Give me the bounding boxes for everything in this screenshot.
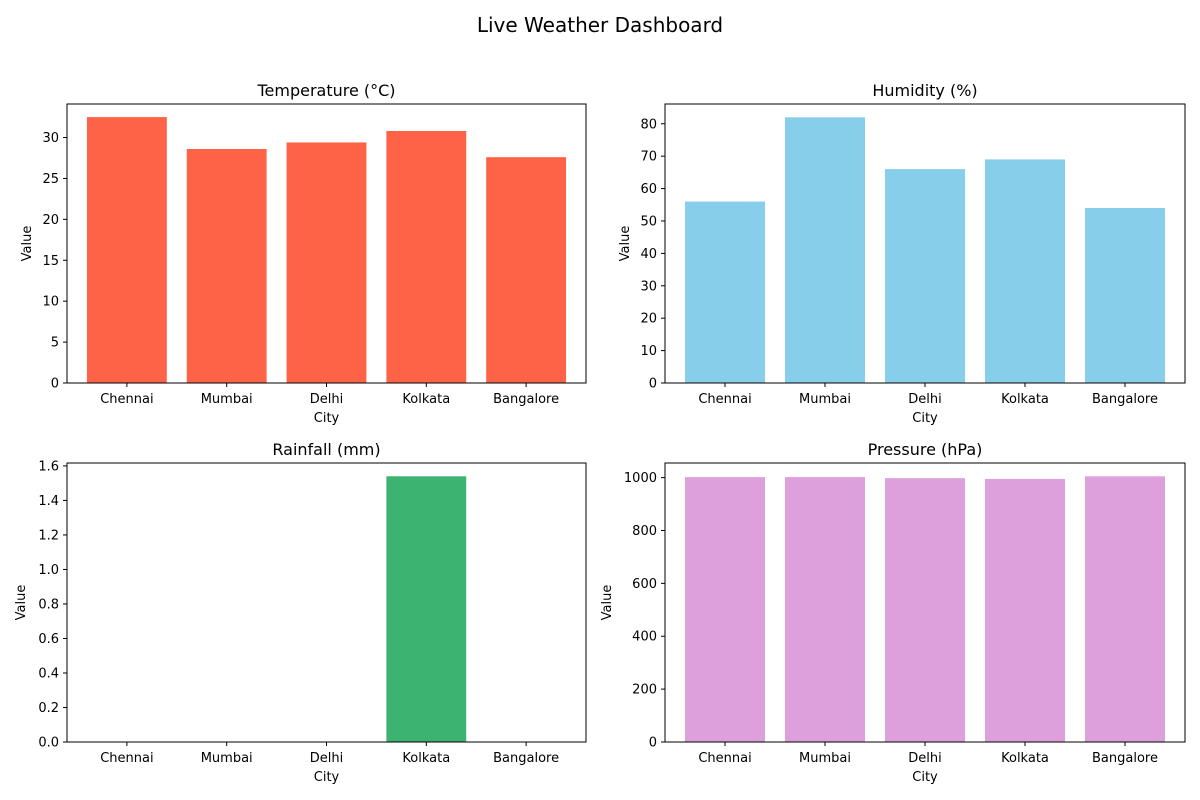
temperature-xtick-label: Mumbai <box>201 392 253 407</box>
temperature-ytick-label: 15 <box>42 254 59 269</box>
rainfall-ytick-label: 0.0 <box>38 736 59 751</box>
temperature-ytick-label: 25 <box>42 172 59 187</box>
pressure-ytick-label: 800 <box>632 524 657 539</box>
humidity-xtick-label: Mumbai <box>799 392 851 407</box>
temperature-ytick-label: 20 <box>42 213 59 228</box>
dashboard-title: Live Weather Dashboard <box>477 13 723 37</box>
rainfall-chart-title: Rainfall (mm) <box>272 440 380 459</box>
pressure-bar-mumbai <box>785 477 865 742</box>
pressure-ylabel: Value <box>600 585 615 621</box>
temperature-xtick-label: Chennai <box>100 392 153 407</box>
humidity-chart-title: Humidity (%) <box>872 81 977 100</box>
rainfall-ytick-label: 0.6 <box>38 632 59 647</box>
temperature-bar-kolkata <box>386 131 467 383</box>
temperature-ylabel: Value <box>20 226 35 262</box>
pressure-bar-bangalore <box>1085 476 1165 742</box>
humidity-bar-mumbai <box>785 117 865 383</box>
temperature-xtick-label: Bangalore <box>493 392 559 407</box>
temperature-xtick-label: Delhi <box>310 392 343 407</box>
pressure-ytick-label: 0 <box>649 736 657 751</box>
humidity-ytick-label: 60 <box>640 182 657 197</box>
temperature-bar-delhi <box>286 142 367 383</box>
temperature-xtick-label: Kolkata <box>402 392 450 407</box>
pressure-xtick-label: Bangalore <box>1092 751 1158 766</box>
pressure-xtick-label: Chennai <box>698 751 751 766</box>
rainfall-ytick-label: 0.2 <box>38 701 59 716</box>
humidity-ytick-label: 10 <box>640 344 657 359</box>
rainfall-xtick-label: Delhi <box>310 751 343 766</box>
humidity-ytick-label: 50 <box>640 214 657 229</box>
pressure-bar-delhi <box>885 478 965 742</box>
humidity-bar-bangalore <box>1085 208 1165 383</box>
rainfall-xtick-label: Bangalore <box>493 751 559 766</box>
rainfall-ytick-label: 1.4 <box>38 494 59 509</box>
temperature-xlabel: City <box>314 411 340 426</box>
pressure-xtick-label: Mumbai <box>799 751 851 766</box>
rainfall-xtick-label: Chennai <box>100 751 153 766</box>
temperature-chart-title: Temperature (°C) <box>256 81 395 100</box>
humidity-bar-kolkata <box>985 159 1065 383</box>
rainfall-xtick-label: Kolkata <box>402 751 450 766</box>
humidity-bar-chennai <box>685 201 765 383</box>
rainfall-xtick-label: Mumbai <box>201 751 253 766</box>
pressure-bar-chennai <box>685 477 765 742</box>
humidity-ylabel: Value <box>618 226 633 262</box>
temperature-ytick-label: 30 <box>42 131 59 146</box>
rainfall-ytick-label: 1.2 <box>38 528 59 543</box>
humidity-ytick-label: 40 <box>640 247 657 262</box>
pressure-ytick-label: 200 <box>632 683 657 698</box>
humidity-chart: Chennai Mumbai Delhi Kolkata Bangalore 0 10 20 3… <box>618 81 1186 426</box>
temperature-bar-bangalore <box>486 157 567 383</box>
humidity-xtick-label: Bangalore <box>1092 392 1158 407</box>
humidity-ytick-label: 0 <box>649 377 657 392</box>
temperature-ytick-label: 10 <box>42 295 59 310</box>
temperature-bar-mumbai <box>186 149 267 383</box>
humidity-xlabel: City <box>912 411 938 426</box>
pressure-xtick-label: Delhi <box>908 751 941 766</box>
pressure-chart: Chennai Mumbai Delhi Kolkata Bangalore 0 200 40… <box>600 440 1186 785</box>
pressure-chart-title: Pressure (hPa) <box>868 440 983 459</box>
humidity-xtick-label: Kolkata <box>1001 392 1049 407</box>
rainfall-ytick-label: 0.4 <box>38 666 59 681</box>
temperature-bar-chennai <box>86 117 167 383</box>
rainfall-ytick-label: 1.6 <box>38 459 59 474</box>
humidity-ytick-label: 20 <box>640 312 657 327</box>
pressure-ytick-label: 1000 <box>624 471 657 486</box>
pressure-xlabel: City <box>912 770 938 785</box>
pressure-bar-kolkata <box>985 478 1065 742</box>
rainfall-xlabel: City <box>314 770 340 785</box>
temperature-ytick-label: 0 <box>51 377 59 392</box>
rainfall-bar-kolkata <box>386 476 467 742</box>
temperature-chart: Chennai Mumbai Delhi Kolkata Bangalore 0 5 10 15… <box>20 81 587 426</box>
humidity-bar-delhi <box>885 169 965 383</box>
rainfall-ytick-label: 1.0 <box>38 563 59 578</box>
humidity-ytick-label: 30 <box>640 279 657 294</box>
rainfall-ytick-label: 0.8 <box>38 597 59 612</box>
humidity-ytick-label: 80 <box>640 117 657 132</box>
rainfall-axes-frame <box>66 462 587 743</box>
pressure-ytick-label: 400 <box>632 630 657 645</box>
pressure-xtick-label: Kolkata <box>1001 751 1049 766</box>
temperature-ytick-label: 5 <box>51 336 59 351</box>
rainfall-ylabel: Value <box>14 585 29 621</box>
humidity-xtick-label: Chennai <box>698 392 751 407</box>
rainfall-chart: Chennai Mumbai Delhi Kolkata Bangalore 0.0 0.2… <box>14 440 587 785</box>
humidity-ytick-label: 70 <box>640 150 657 165</box>
pressure-ytick-label: 600 <box>632 577 657 592</box>
humidity-xtick-label: Delhi <box>908 392 941 407</box>
